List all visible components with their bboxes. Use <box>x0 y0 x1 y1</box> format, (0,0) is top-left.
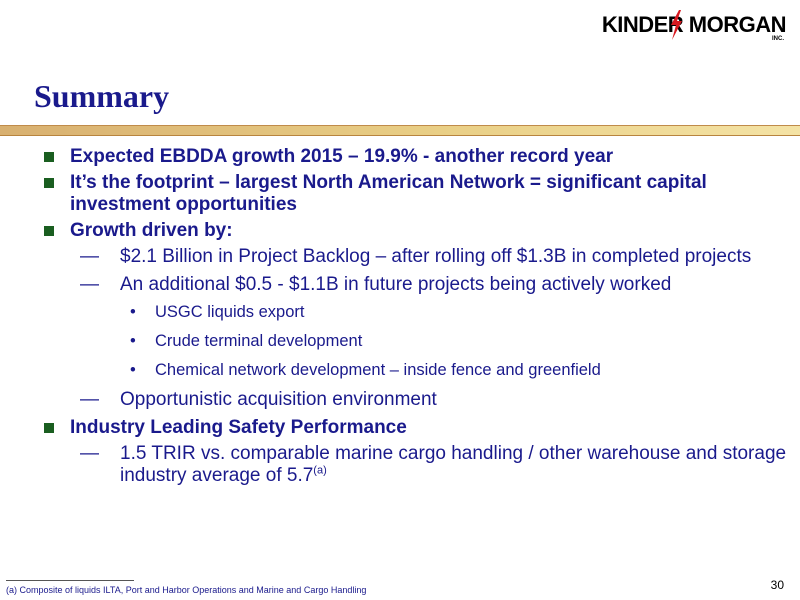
dot-bullet-icon: • <box>130 303 136 321</box>
dash-bullet-icon: — <box>80 274 99 295</box>
dash-bullet-icon: — <box>80 246 99 267</box>
bullet-text: Growth driven by: <box>70 220 233 241</box>
item-crude-terminal: • Crude terminal development <box>40 331 790 351</box>
slide-title: Summary <box>34 78 170 114</box>
item-text: USGC liquids export <box>155 303 305 321</box>
item-usgc-liquids: • USGC liquids export <box>40 302 790 322</box>
bullet-list: Expected EBDDA growth 2015 – 19.9% - ano… <box>40 146 790 493</box>
logo-wordmark: KINDER MORGAN <box>601 12 787 37</box>
dot-bullet-icon: • <box>130 361 136 379</box>
bullet-ebdda-growth: Expected EBDDA growth 2015 – 19.9% - ano… <box>40 146 790 168</box>
sub-bullet-project-backlog: — $2.1 Billion in Project Backlog – afte… <box>40 246 790 268</box>
logo-inc: INC. <box>772 36 784 42</box>
square-bullet-icon <box>44 423 54 433</box>
square-bullet-icon <box>44 178 54 188</box>
sub-bullet-text: 1.5 TRIR vs. comparable marine cargo han… <box>120 443 787 486</box>
square-bullet-icon <box>44 152 54 162</box>
bullet-growth-driven: Growth driven by: <box>40 220 790 242</box>
bullet-text: Industry Leading Safety Performance <box>70 417 407 438</box>
kinder-morgan-logo: KINDER MORGAN INC. <box>586 10 787 48</box>
sub-bullet-text: $2.1 Billion in Project Backlog – after … <box>120 246 752 267</box>
bullet-text: Expected EBDDA growth 2015 – 19.9% - ano… <box>70 146 614 167</box>
footnote-text: (a) Composite of liquids ILTA, Port and … <box>6 585 367 595</box>
footnote-divider <box>6 580 134 581</box>
item-chemical-network: • Chemical network development – inside … <box>40 360 790 380</box>
dash-bullet-icon: — <box>80 443 99 464</box>
sub-bullet-future-projects: — An additional $0.5 - $1.1B in future p… <box>40 274 790 296</box>
footnote-reference: (a) <box>313 464 327 477</box>
lightning-bolt-icon <box>671 10 682 40</box>
bullet-footprint: It’s the footprint – largest North Ameri… <box>40 172 790 216</box>
item-text: Chemical network development – inside fe… <box>155 361 601 379</box>
bullet-text: It’s the footprint – largest North Ameri… <box>70 172 707 215</box>
sub-bullet-acquisition: — Opportunistic acquisition environment <box>40 389 790 411</box>
item-text: Crude terminal development <box>155 332 363 350</box>
sub-bullet-trir: — 1.5 TRIR vs. comparable marine cargo h… <box>40 443 790 487</box>
sub-bullet-text: Opportunistic acquisition environment <box>120 389 437 410</box>
dot-bullet-icon: • <box>130 332 136 350</box>
square-bullet-icon <box>44 226 54 236</box>
sub-bullet-text: An additional $0.5 - $1.1B in future pro… <box>120 274 672 295</box>
bullet-safety-performance: Industry Leading Safety Performance <box>40 417 790 439</box>
dash-bullet-icon: — <box>80 389 99 410</box>
title-divider-bar <box>0 125 800 136</box>
page-number: 30 <box>770 578 784 592</box>
